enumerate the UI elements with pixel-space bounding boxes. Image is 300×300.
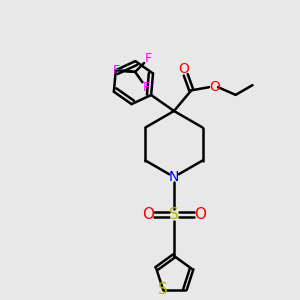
Text: F: F: [142, 81, 150, 94]
Text: S: S: [169, 207, 179, 222]
Text: O: O: [142, 207, 154, 222]
Text: O: O: [194, 207, 206, 222]
Text: O: O: [209, 80, 220, 94]
Text: F: F: [112, 64, 120, 77]
Text: F: F: [145, 52, 152, 65]
Text: N: N: [169, 170, 179, 184]
Text: O: O: [178, 62, 189, 76]
Text: S: S: [158, 282, 168, 297]
